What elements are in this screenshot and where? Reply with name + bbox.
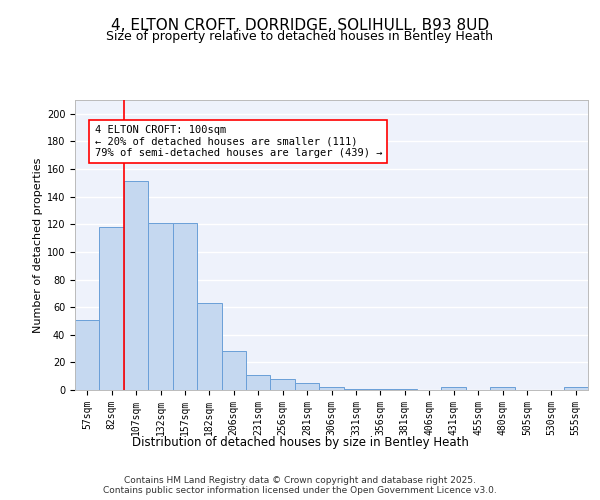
Bar — [124, 182, 148, 390]
Text: 4, ELTON CROFT, DORRIDGE, SOLIHULL, B93 8UD: 4, ELTON CROFT, DORRIDGE, SOLIHULL, B93 … — [111, 18, 489, 32]
Bar — [100, 227, 124, 390]
Bar — [197, 303, 221, 390]
Bar — [221, 352, 246, 390]
Bar — [563, 387, 588, 390]
Bar — [173, 223, 197, 390]
Bar — [368, 388, 392, 390]
Text: Size of property relative to detached houses in Bentley Heath: Size of property relative to detached ho… — [107, 30, 493, 43]
Bar — [75, 320, 100, 390]
Bar — [344, 388, 368, 390]
Text: Distribution of detached houses by size in Bentley Heath: Distribution of detached houses by size … — [131, 436, 469, 449]
Bar — [271, 379, 295, 390]
Bar — [246, 375, 271, 390]
Bar — [295, 383, 319, 390]
Bar — [442, 387, 466, 390]
Text: 4 ELTON CROFT: 100sqm
← 20% of detached houses are smaller (111)
79% of semi-det: 4 ELTON CROFT: 100sqm ← 20% of detached … — [95, 125, 382, 158]
Bar — [319, 387, 344, 390]
Bar — [392, 388, 417, 390]
Bar — [148, 223, 173, 390]
Bar — [490, 387, 515, 390]
Y-axis label: Number of detached properties: Number of detached properties — [32, 158, 43, 332]
Text: Contains HM Land Registry data © Crown copyright and database right 2025.
Contai: Contains HM Land Registry data © Crown c… — [103, 476, 497, 495]
